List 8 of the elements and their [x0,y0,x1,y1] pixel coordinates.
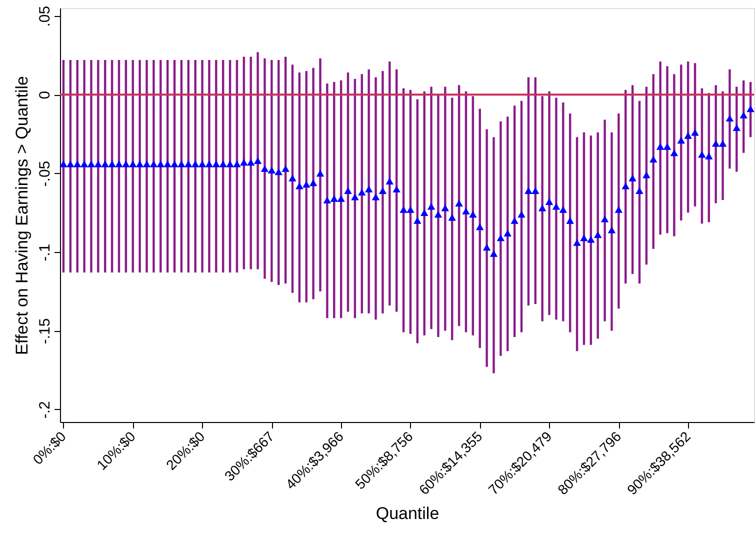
y-tick-label: -.2 [36,401,54,419]
y-tick-label: 0 [36,90,54,100]
y-tick-label: .05 [36,6,54,27]
y-axis-title: Effect on Having Earnings > Quantile [12,76,32,355]
y-tick-label: -.05 [36,160,54,187]
x-axis-title: Quantile [376,504,440,523]
y-tick-label: -.1 [36,244,54,262]
y-tick-label: -.15 [36,318,54,344]
